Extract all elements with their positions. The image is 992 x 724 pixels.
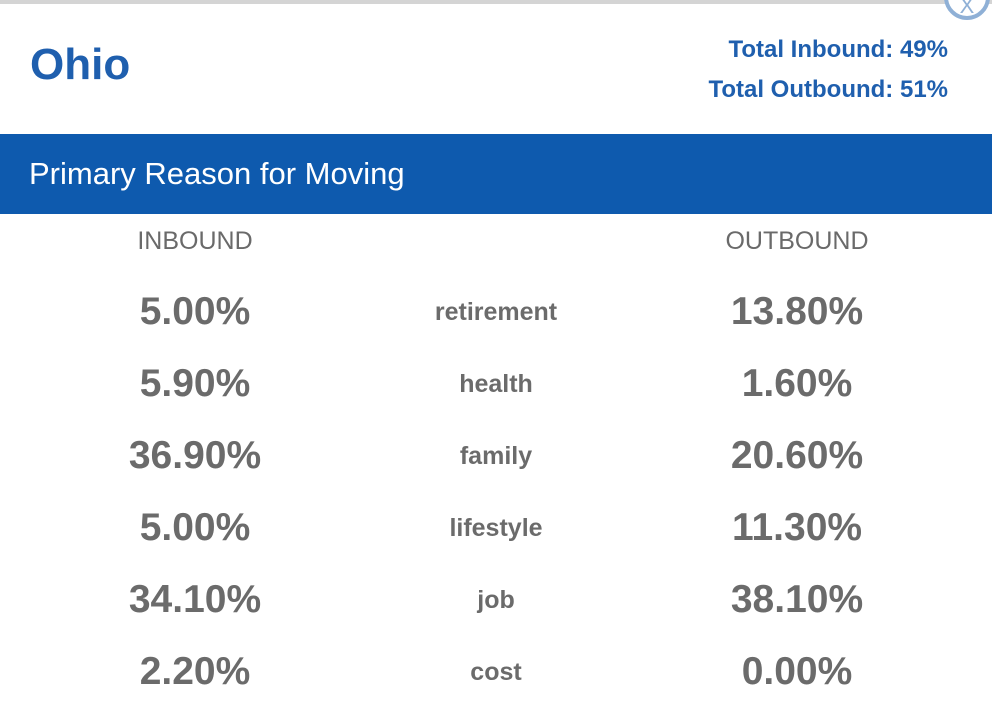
reason-label: lifestyle bbox=[449, 514, 543, 542]
table-row: 5.00% lifestyle 11.30% bbox=[0, 492, 992, 564]
section-header: Primary Reason for Moving bbox=[0, 134, 992, 214]
reason-label: cost bbox=[470, 658, 522, 686]
total-inbound: Total Inbound: 49% bbox=[728, 36, 948, 63]
total-outbound: Total Outbound: 51% bbox=[708, 76, 948, 103]
inbound-value: 5.90% bbox=[139, 362, 251, 405]
inbound-value: 5.00% bbox=[139, 290, 251, 333]
table-row: 5.90% health 1.60% bbox=[0, 348, 992, 420]
outbound-value: 38.10% bbox=[730, 578, 864, 621]
outbound-value: 20.60% bbox=[730, 434, 864, 477]
outbound-column-header: OUTBOUND bbox=[725, 227, 869, 255]
reason-label: job bbox=[477, 586, 515, 614]
outbound-value: 13.80% bbox=[730, 290, 864, 333]
outbound-value: 0.00% bbox=[741, 650, 853, 693]
inbound-value: 36.90% bbox=[128, 434, 262, 477]
table-row: 5.00% retirement 13.80% bbox=[0, 276, 992, 348]
inbound-value: 2.20% bbox=[139, 650, 251, 693]
state-title: Ohio bbox=[30, 40, 131, 89]
reasons-table: 5.00% retirement 13.80% 5.90% health 1.6… bbox=[0, 276, 992, 708]
reason-label: retirement bbox=[434, 298, 558, 326]
top-divider bbox=[0, 0, 992, 4]
reason-label: health bbox=[459, 370, 533, 398]
reason-label: family bbox=[459, 442, 533, 470]
totals-summary: Total Inbound: 49% Total Outbound: 51% bbox=[708, 30, 948, 110]
close-button[interactable]: X bbox=[944, 0, 990, 20]
outbound-value: 11.30% bbox=[731, 506, 863, 549]
table-row: 2.20% cost 0.00% bbox=[0, 636, 992, 708]
inbound-value: 5.00% bbox=[139, 506, 251, 549]
outbound-value: 1.60% bbox=[741, 362, 853, 405]
inbound-value: 34.10% bbox=[128, 578, 262, 621]
table-row: 36.90% family 20.60% bbox=[0, 420, 992, 492]
inbound-column-header: INBOUND bbox=[137, 227, 253, 255]
table-row: 34.10% job 38.10% bbox=[0, 564, 992, 636]
